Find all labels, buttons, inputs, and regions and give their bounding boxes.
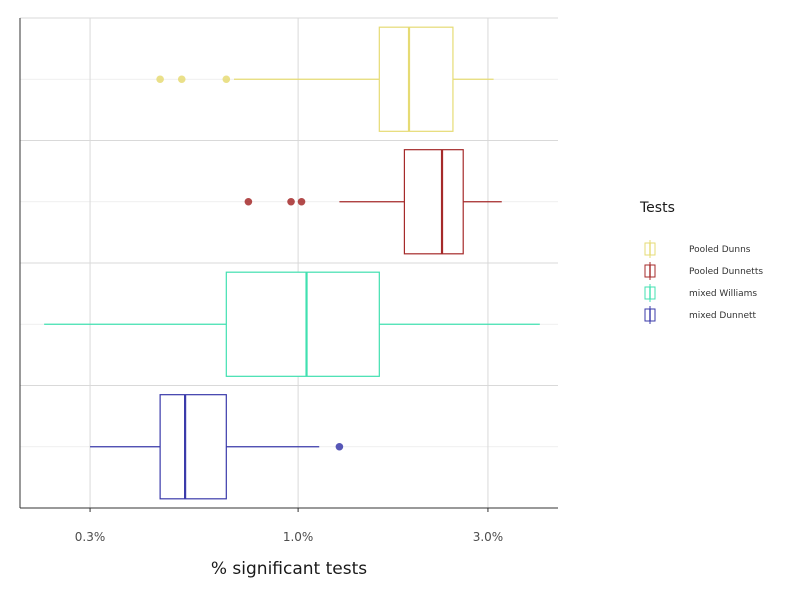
- outlier-point: [297, 197, 306, 206]
- x-tick-label: 1.0%: [283, 530, 314, 544]
- legend-label: Pooled Dunnetts: [689, 267, 763, 277]
- box-0: [156, 26, 494, 132]
- box-iqr: [378, 26, 454, 132]
- legend-label: Pooled Dunns: [689, 245, 751, 255]
- boxes: [44, 26, 540, 500]
- outlier-point: [177, 75, 186, 84]
- x-tick-label: 0.3%: [75, 530, 106, 544]
- outlier-point: [156, 75, 164, 84]
- outlier-point: [287, 197, 295, 206]
- x-ticks: 0.3% 1.0% 3.0%: [75, 508, 503, 544]
- box-iqr: [225, 271, 380, 377]
- outlier-point: [222, 75, 231, 84]
- box-2: [44, 271, 540, 377]
- x-axis-title: % significant tests: [211, 559, 367, 579]
- legend-label: mixed Williams: [689, 289, 757, 299]
- legend-item-0: Pooled Dunns: [644, 240, 751, 258]
- legend-label: mixed Dunnett: [689, 311, 757, 321]
- box-iqr: [403, 149, 464, 255]
- box-3: [90, 394, 344, 500]
- axes: [19, 18, 558, 509]
- grid: [20, 17, 558, 509]
- legend: Tests Pooled Dunns Pooled Dunnetts mixed W…: [639, 200, 763, 324]
- legend-item-1: Pooled Dunnetts: [644, 262, 763, 280]
- outlier-point: [335, 442, 344, 451]
- legend-item-2: mixed Williams: [644, 284, 757, 302]
- x-tick-label: 3.0%: [473, 530, 504, 544]
- legend-title: Tests: [639, 200, 675, 216]
- outlier-point: [244, 197, 253, 206]
- box-1: [244, 149, 502, 255]
- box-iqr: [159, 394, 227, 500]
- legend-item-3: mixed Dunnett: [644, 306, 757, 324]
